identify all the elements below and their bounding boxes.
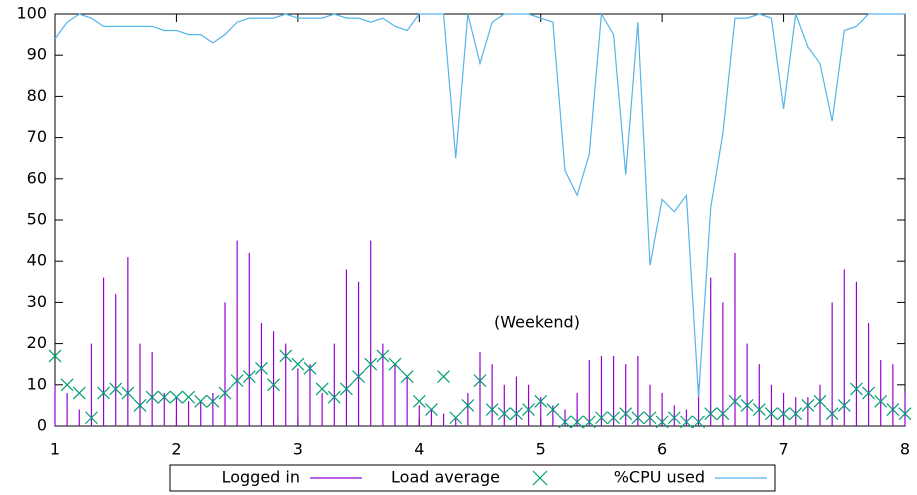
x-tick-label: 3 [293,440,303,459]
legend-box [169,464,776,492]
point [534,394,548,408]
point [327,390,341,404]
point [425,403,438,416]
point [72,386,86,400]
point [680,415,693,429]
point [340,382,353,396]
point [655,415,669,429]
point [813,394,827,408]
point [522,403,535,416]
point [218,386,232,400]
y-tick-label: 0 [37,416,47,435]
point [267,378,280,392]
y-tick-label: 80 [27,86,47,105]
point [898,407,912,421]
point [862,386,875,400]
point [789,407,803,421]
point [825,407,839,421]
point [607,411,620,425]
annotation: (Weekend) [494,313,580,332]
point [728,394,742,408]
point [376,349,390,363]
y-tick-label: 40 [27,251,47,270]
point [546,403,560,416]
y-tick-label: 90 [27,45,47,64]
x-tick-label: 6 [657,440,667,459]
line [54,12,905,398]
x-tick-label: 2 [171,440,181,459]
point [874,394,888,408]
point [133,398,147,412]
point [303,361,317,375]
point [412,394,426,408]
point [157,390,171,404]
legend-sample [532,470,548,486]
point [60,378,74,392]
point [461,398,475,412]
point [206,394,220,408]
point [667,411,681,425]
legend-label: Logged in [222,468,300,487]
y-tick-label: 100 [16,4,47,23]
legend-label: %CPU used [614,468,705,487]
point [364,357,378,371]
y-tick-label: 10 [27,374,47,393]
point [510,407,523,421]
point [570,415,584,429]
point [801,398,815,412]
point [279,349,293,363]
point [437,370,450,383]
point [485,403,499,416]
point [291,357,305,371]
point [400,370,414,383]
point [619,407,633,421]
point [121,386,135,400]
point [886,403,900,416]
point [777,407,790,421]
point [170,390,183,404]
y-tick-label: 20 [27,333,47,352]
point [449,411,463,425]
point [182,390,195,404]
point [473,374,487,388]
point [692,415,705,429]
legend-label: Load average [391,468,500,487]
point [837,398,851,412]
point [97,386,110,400]
x-tick-label: 5 [536,440,546,459]
point [145,390,159,404]
point [194,394,208,408]
point [48,349,62,363]
point [765,407,778,421]
point [255,361,268,375]
y-tick-label: 50 [27,210,47,229]
x-tick-label: 1 [50,440,60,459]
point [242,370,256,383]
point [595,411,608,425]
point [109,382,123,396]
y-tick-label: 70 [27,127,47,146]
point [558,415,572,429]
point [850,382,863,396]
point [497,407,511,421]
point [752,403,766,416]
point [352,370,365,383]
point [716,407,730,421]
point [85,411,98,425]
point [704,407,718,421]
point [388,357,402,371]
x-tick-label: 7 [778,440,788,459]
point [315,382,329,396]
y-tick-label: 30 [27,292,47,311]
x-tick-label: 4 [414,440,424,459]
x-tick-label: 8 [900,440,910,459]
point [643,411,657,425]
point [582,415,596,429]
point [230,374,244,388]
point [631,411,645,425]
y-tick-label: 60 [27,168,47,187]
point [740,398,754,412]
